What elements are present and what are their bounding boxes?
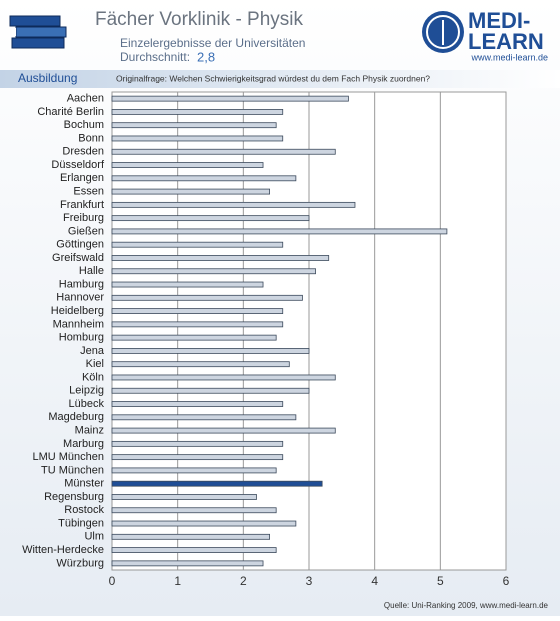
x-tick-label: 3 [306, 574, 313, 588]
y-tick-label: Homburg [59, 332, 104, 344]
y-tick-label: Marburg [63, 438, 104, 450]
bar [111, 520, 297, 527]
x-tick-label: 4 [371, 574, 378, 588]
average-value: 2,8 [197, 49, 215, 64]
logo-top: MEDI- [468, 8, 530, 33]
bar [111, 494, 257, 500]
y-tick-label: Essen [73, 185, 104, 197]
y-tick-label: Greifswald [52, 252, 104, 264]
y-tick-label: Gießen [68, 225, 104, 237]
bar [111, 255, 330, 261]
bar [111, 374, 336, 381]
x-tick-label: 2 [240, 574, 247, 588]
y-tick-label: Dresden [62, 146, 104, 158]
x-tick-label: 5 [437, 574, 444, 588]
y-tick-label: Mainz [75, 424, 104, 436]
title: Fächer Vorklinik - Physik [95, 9, 304, 30]
y-tick-label: Leipzig [69, 385, 104, 397]
y-tick-label: Hannover [56, 292, 104, 304]
y-tick-label: Ulm [84, 531, 104, 543]
bar [111, 95, 349, 102]
logo-bottom: LEARN [468, 29, 544, 54]
y-tick-label: Mannheim [53, 318, 104, 330]
logo-mark [422, 11, 464, 53]
y-tick-label: Bonn [78, 132, 104, 144]
y-tick-label: Heidelberg [51, 305, 104, 317]
y-tick-label: Erlangen [60, 172, 104, 184]
section-band [0, 70, 560, 88]
bar [111, 480, 323, 487]
section-label: Ausbildung [18, 71, 77, 85]
logo-url: www.medi-learn.de [470, 52, 548, 62]
bar [111, 533, 271, 540]
bar [111, 294, 303, 301]
bar [111, 427, 336, 434]
y-tick-label: Würzburg [56, 557, 104, 569]
bar [111, 507, 277, 514]
bar [111, 308, 284, 314]
books-icon [9, 15, 67, 49]
y-tick-label: Freiburg [63, 212, 104, 224]
bar [111, 321, 284, 328]
bar [111, 401, 284, 407]
question: Originalfrage: Welchen Schwierigkeitsgra… [116, 73, 430, 83]
y-tick-label: Düsseldorf [51, 159, 105, 171]
y-tick-label: Hamburg [59, 278, 104, 290]
bar [111, 148, 336, 155]
bar [111, 348, 310, 354]
x-tick-label: 6 [503, 574, 510, 588]
bar [111, 162, 264, 168]
y-tick-label: Rostock [64, 504, 104, 516]
y-tick-label: Frankfurt [60, 199, 104, 211]
y-tick-label: Regensburg [44, 491, 104, 503]
y-tick-label: Witten-Herdecke [22, 544, 104, 556]
y-tick-label: Lübeck [69, 398, 105, 410]
bar [111, 175, 297, 182]
bar [111, 188, 271, 195]
bar [111, 547, 277, 553]
y-tick-label: Jena [80, 345, 105, 357]
bar [111, 135, 284, 142]
bar [111, 281, 264, 288]
bar [111, 361, 290, 368]
bar [111, 467, 277, 474]
bar [111, 241, 284, 248]
y-tick-label: TU München [41, 464, 104, 476]
y-tick-label: Aachen [67, 93, 104, 105]
bar [111, 122, 277, 129]
bar [111, 228, 448, 235]
x-tick-label: 0 [109, 574, 116, 588]
bar [111, 201, 356, 208]
y-tick-label: Magdeburg [48, 411, 104, 423]
y-tick-label: Göttingen [56, 239, 104, 251]
bar [111, 414, 297, 421]
bar [111, 109, 284, 115]
bar [111, 440, 284, 447]
bar [111, 268, 316, 275]
bar [111, 387, 310, 394]
source: Quelle: Uni-Ranking 2009, www.medi-learn… [384, 601, 549, 610]
y-tick-label: Münster [64, 478, 104, 490]
y-tick-label: Charité Berlin [37, 106, 104, 118]
y-tick-label: Bochum [64, 119, 104, 131]
x-tick-label: 1 [174, 574, 181, 588]
y-tick-label: Halle [79, 265, 104, 277]
y-tick-label: Kiel [86, 358, 104, 370]
average-label: Durchschnitt: [120, 50, 190, 64]
y-tick-label: LMU München [32, 451, 104, 463]
bar [111, 334, 277, 341]
y-tick-label: Tübingen [58, 517, 104, 529]
bar [111, 454, 284, 461]
bar [111, 560, 264, 567]
bar [111, 215, 310, 222]
y-tick-label: Köln [82, 371, 104, 383]
subtitle: Einzelergebnisse der Universitäten [120, 36, 305, 50]
